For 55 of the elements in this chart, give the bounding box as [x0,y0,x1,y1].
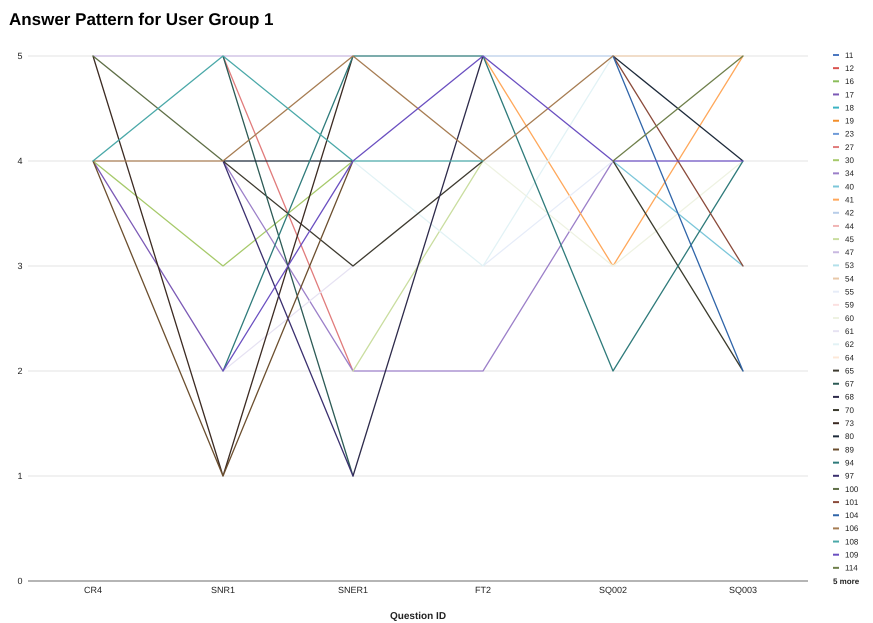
legend-label: 41 [845,195,854,204]
x-axis-title: Question ID [390,611,446,622]
legend-label: 60 [845,314,854,323]
legend-label: 12 [845,64,854,73]
y-tick-label: 0 [17,576,23,586]
x-tick-label: SNER1 [338,585,368,595]
legend-label: 101 [845,498,859,507]
legend-label: 109 [845,550,859,560]
legend-label: 94 [845,458,854,468]
legend-label: 97 [845,472,854,481]
legend-label: 100 [845,484,859,494]
x-tick-label: SNR1 [210,585,236,595]
legend-label: 64 [845,353,854,362]
legend-label: 68 [845,392,854,402]
legend-label: 11 [845,50,854,60]
legend-label: 44 [845,222,854,231]
text: 5 more [833,576,860,586]
legend-label: 47 [845,248,854,258]
legend-label: 45 [845,234,854,244]
x-tick-label: CR4 [84,585,102,595]
legend-label: 34 [845,169,854,178]
y-tick-label: 4 [17,156,23,166]
legend-label: 89 [845,445,854,454]
legend-label: 40 [845,182,854,192]
legend-label: 27 [845,142,854,152]
legend-label: 65 [845,366,854,376]
legend-label: 54 [845,274,854,284]
legend-label: 59 [845,300,854,310]
y-tick-label: 2 [17,366,23,376]
legend-label: 62 [845,340,854,350]
y-tick-label: 3 [17,261,23,272]
legend-label: 61 [845,326,854,336]
legend-label: 114 [845,564,858,573]
legend-label: 17 [845,90,854,100]
legend-label: 108 [845,537,859,546]
x-tick-label: SQ003 [728,585,758,595]
legend-label: 23 [845,130,854,139]
legend-label: 55 [845,288,854,296]
legend-label: 104 [845,511,859,520]
y-tick-label: 5 [17,51,23,62]
legend-label: 53 [845,261,854,270]
legend-label: 19 [845,116,854,126]
legend-label: 67 [845,380,854,389]
chart-title: Answer Pattern for User Group 1 [9,10,274,29]
legend-label: 73 [845,419,854,428]
legend-label: 70 [845,406,854,415]
legend-label: 30 [845,156,854,165]
x-tick-label: FT2 [474,585,492,595]
legend-label: 16 [845,77,854,86]
legend-label: 106 [845,524,859,534]
legend-label: 18 [845,103,854,112]
legend-label: 42 [845,208,854,218]
y-tick-label: 1 [17,471,23,482]
legend-label: 80 [845,432,854,442]
x-tick-label: SQ002 [598,585,628,595]
